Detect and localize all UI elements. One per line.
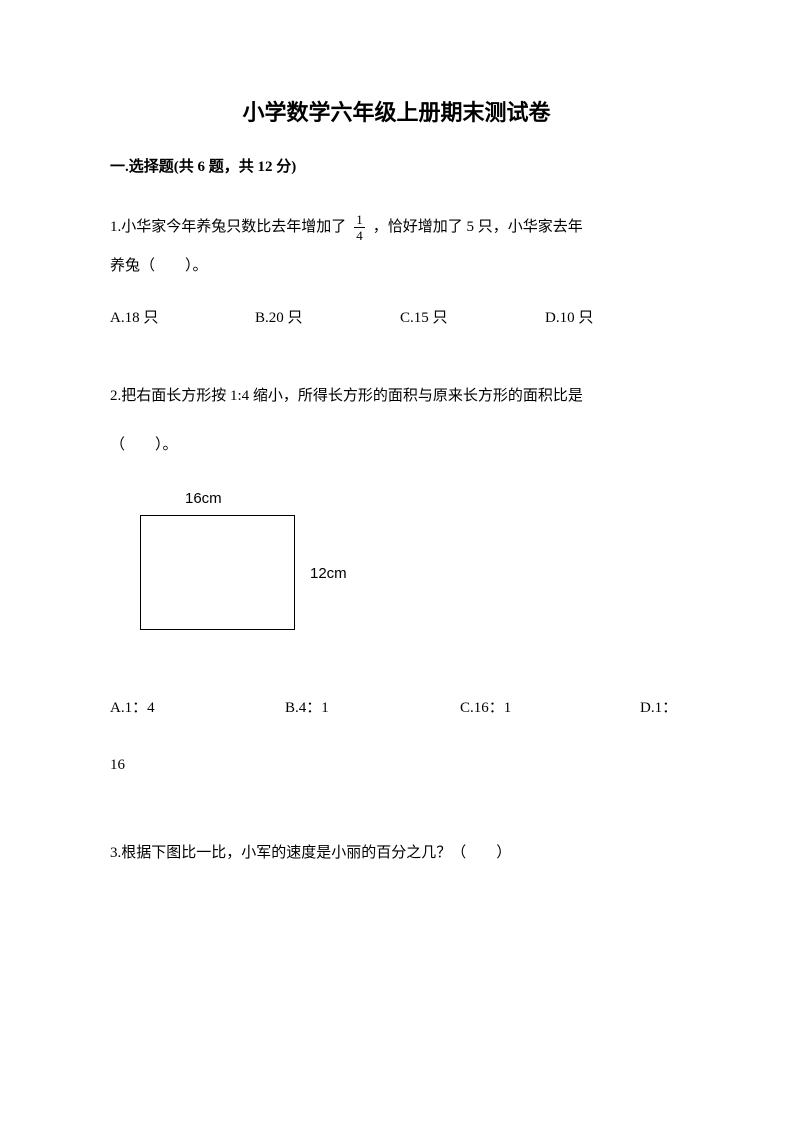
q2-diagram: 16cm 12cm — [130, 490, 410, 650]
fraction-denominator: 4 — [354, 227, 365, 242]
q2-option-b: B.4：1 — [285, 680, 460, 737]
question-2: 2.把右面长方形按 1:4 缩小，所得长方形的面积与原来长方形的面积比是 （ ）… — [110, 377, 683, 794]
question-3: 3.根据下图比一比，小军的速度是小丽的百分之几？（ ） — [110, 834, 683, 873]
q2-option-d-cont: 16 — [110, 737, 125, 794]
q2-rectangle — [140, 515, 295, 630]
q2-option-d: D.1： — [640, 680, 677, 737]
question-1: 1.小华家今年养兔只数比去年增加了 1 4 ，恰好增加了 5 只，小华家去年 养… — [110, 208, 683, 327]
q1-option-a: A.18 只 — [110, 306, 255, 327]
q2-option-a: A.1：4 — [110, 680, 285, 737]
section-header: 一.选择题(共 6 题，共 12 分) — [110, 155, 683, 176]
q2-height-label: 12cm — [310, 565, 347, 582]
q1-line2: 养兔（ ）。 — [110, 247, 683, 286]
page-title: 小学数学六年级上册期末测试卷 — [110, 95, 683, 127]
q1-text-part2: ，恰好增加了 5 只，小华家去年 — [373, 208, 583, 247]
q1-fraction: 1 4 — [354, 213, 365, 242]
q1-option-c: C.15 只 — [400, 306, 545, 327]
q2-options: A.1：4B.4：1C.16：1D.1： 16 — [110, 680, 683, 794]
q2-line2: （ ）。 — [110, 426, 683, 465]
q2-line1: 2.把右面长方形按 1:4 缩小，所得长方形的面积与原来长方形的面积比是 — [110, 377, 683, 416]
q1-text-part1: 1.小华家今年养兔只数比去年增加了 — [110, 208, 346, 247]
fraction-numerator: 1 — [354, 213, 365, 227]
q1-option-b: B.20 只 — [255, 306, 400, 327]
q1-option-d: D.10 只 — [545, 306, 690, 327]
q2-option-c: C.16：1 — [460, 680, 640, 737]
q1-line1: 1.小华家今年养兔只数比去年增加了 1 4 ，恰好增加了 5 只，小华家去年 — [110, 208, 683, 247]
q2-width-label: 16cm — [185, 490, 222, 507]
q1-options: A.18 只 B.20 只 C.15 只 D.10 只 — [110, 306, 683, 327]
